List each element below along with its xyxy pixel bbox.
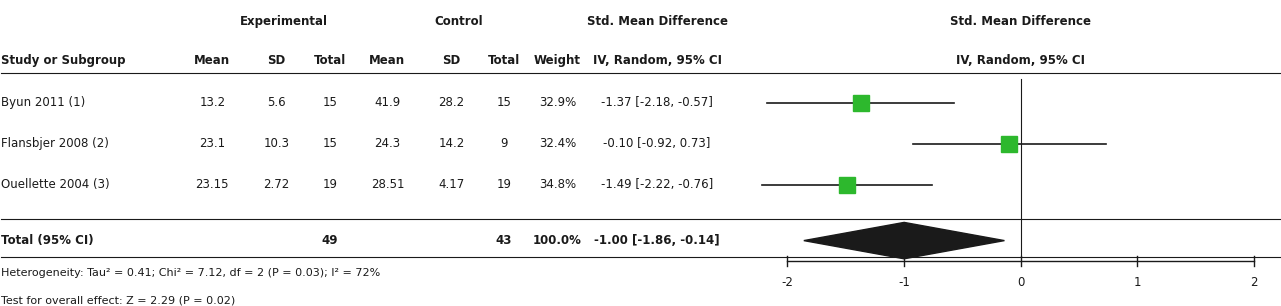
Text: -1.37 [-2.18, -0.57]: -1.37 [-2.18, -0.57] <box>601 96 714 109</box>
Text: -1: -1 <box>898 276 910 289</box>
Text: 14.2: 14.2 <box>438 137 465 150</box>
Text: 19: 19 <box>323 178 337 191</box>
Text: Weight: Weight <box>534 54 580 67</box>
Text: Flansbjer 2008 (2): Flansbjer 2008 (2) <box>1 137 109 150</box>
Text: Std. Mean Difference: Std. Mean Difference <box>587 15 728 28</box>
Text: Control: Control <box>434 15 483 28</box>
Text: Total: Total <box>314 54 346 67</box>
Text: 4.17: 4.17 <box>438 178 465 191</box>
Text: 10.3: 10.3 <box>263 137 290 150</box>
Polygon shape <box>803 222 1004 259</box>
Text: 32.4%: 32.4% <box>539 137 576 150</box>
Text: 19: 19 <box>496 178 511 191</box>
Text: Mean: Mean <box>195 54 231 67</box>
Text: Total (95% CI): Total (95% CI) <box>1 234 94 247</box>
Text: Total: Total <box>488 54 520 67</box>
Text: 34.8%: 34.8% <box>539 178 576 191</box>
Text: 100.0%: 100.0% <box>533 234 582 247</box>
Text: 13.2: 13.2 <box>200 96 225 109</box>
Text: 28.2: 28.2 <box>438 96 465 109</box>
Text: -1.49 [-2.22, -0.76]: -1.49 [-2.22, -0.76] <box>601 178 714 191</box>
Text: Std. Mean Difference: Std. Mean Difference <box>951 15 1091 28</box>
Text: 49: 49 <box>322 234 338 247</box>
Text: SD: SD <box>266 54 286 67</box>
Text: Study or Subgroup: Study or Subgroup <box>1 54 126 67</box>
Text: 9: 9 <box>500 137 507 150</box>
Text: 15: 15 <box>496 96 511 109</box>
Text: Experimental: Experimental <box>240 15 328 28</box>
Text: 0: 0 <box>1017 276 1025 289</box>
Text: 24.3: 24.3 <box>374 137 401 150</box>
Text: -2: -2 <box>781 276 793 289</box>
Text: 5.6: 5.6 <box>266 96 286 109</box>
Text: Mean: Mean <box>369 54 406 67</box>
Text: -0.10 [-0.92, 0.73]: -0.10 [-0.92, 0.73] <box>603 137 711 150</box>
Text: 28.51: 28.51 <box>370 178 405 191</box>
Text: Test for overall effect: Z = 2.29 (P = 0.02): Test for overall effect: Z = 2.29 (P = 0… <box>1 296 236 306</box>
Text: 2.72: 2.72 <box>263 178 290 191</box>
Bar <box>853 95 869 111</box>
Text: 1: 1 <box>1134 276 1141 289</box>
Text: 15: 15 <box>323 96 337 109</box>
Text: IV, Random, 95% CI: IV, Random, 95% CI <box>593 54 721 67</box>
Text: 23.1: 23.1 <box>200 137 225 150</box>
Text: Byun 2011 (1): Byun 2011 (1) <box>1 96 86 109</box>
Text: 43: 43 <box>496 234 512 247</box>
Text: 15: 15 <box>323 137 337 150</box>
Text: IV, Random, 95% CI: IV, Random, 95% CI <box>957 54 1085 67</box>
Text: 41.9: 41.9 <box>374 96 401 109</box>
Text: SD: SD <box>442 54 460 67</box>
Text: 32.9%: 32.9% <box>539 96 576 109</box>
Bar <box>839 177 854 193</box>
Text: Heterogeneity: Tau² = 0.41; Chi² = 7.12, df = 2 (P = 0.03); I² = 72%: Heterogeneity: Tau² = 0.41; Chi² = 7.12,… <box>1 268 380 278</box>
Text: 2: 2 <box>1250 276 1258 289</box>
Text: -1.00 [-1.86, -0.14]: -1.00 [-1.86, -0.14] <box>594 234 720 247</box>
Text: 23.15: 23.15 <box>196 178 229 191</box>
Bar <box>1002 136 1017 152</box>
Text: Ouellette 2004 (3): Ouellette 2004 (3) <box>1 178 110 191</box>
